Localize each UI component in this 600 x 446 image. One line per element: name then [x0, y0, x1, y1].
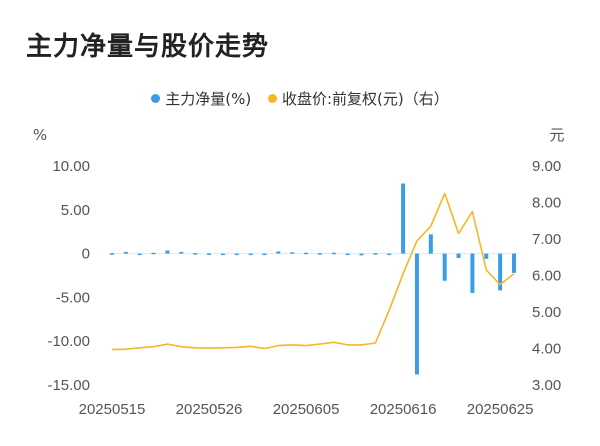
left-tick-label: 10.00: [52, 158, 90, 175]
bar-net-flow: [193, 253, 198, 255]
chart-title: 主力净量与股价走势: [26, 32, 270, 62]
legend-item-close-price[interactable]: 收盘价:前复权(元)（右）: [267, 88, 449, 109]
legend-item-net-flow[interactable]: 主力净量(%): [151, 88, 251, 109]
left-tick-label: -15.00: [47, 377, 90, 394]
bar-net-flow: [290, 252, 295, 254]
bar-net-flow: [137, 253, 142, 256]
bar-net-flow: [276, 251, 281, 254]
plot-area: % 元 10.00 5.00 0 -5.00 -10.00 -15.00 9.00 8.00 7.0…: [33, 126, 565, 418]
x-tick-label: 20250515: [79, 401, 146, 418]
left-tick-label: 0: [82, 246, 90, 263]
right-tick-label: 9.00: [532, 158, 561, 175]
bar-net-flow: [123, 251, 128, 254]
bar-net-flow: [387, 253, 392, 256]
bar-net-flow: [331, 252, 336, 255]
left-axis-unit: %: [33, 126, 47, 144]
x-tick-label: 20250605: [273, 401, 340, 418]
right-tick-label: 5.00: [532, 304, 561, 321]
x-tick-label: 20250526: [176, 401, 243, 418]
right-tick-label: 3.00: [532, 377, 561, 394]
right-tick-label: 7.00: [532, 231, 561, 248]
bar-net-flow: [304, 252, 309, 255]
right-axis-unit: 元: [549, 126, 564, 144]
price-line: [111, 192, 515, 351]
legend-label-close-price: 收盘价:前复权(元)（右）: [281, 90, 449, 108]
bar-net-flow: [498, 253, 503, 291]
legend-label-net-flow: 主力净量(%): [165, 90, 252, 108]
right-tick-label: 8.00: [532, 195, 561, 212]
bar-net-flow: [220, 253, 225, 256]
bar-net-flow: [512, 253, 516, 273]
bar-net-flow: [484, 253, 489, 259]
left-tick-label: 5.00: [61, 202, 90, 219]
x-tick-label: 20250616: [370, 401, 437, 418]
bar-net-flow: [442, 253, 447, 281]
bar-net-flow: [428, 234, 433, 254]
bar-net-flow: [151, 252, 156, 255]
bar-net-flow: [110, 253, 114, 255]
bar-net-flow: [262, 253, 267, 256]
bar-net-flow: [207, 253, 212, 255]
bar-net-flow: [345, 253, 350, 256]
bar-net-flow: [234, 253, 239, 256]
bar-net-flow: [373, 253, 378, 255]
bar-net-flow: [248, 253, 253, 256]
chart-legend: 主力净量(%) 收盘价:前复权(元)（右）: [0, 88, 600, 109]
bar-net-flow: [401, 183, 406, 254]
bar-net-flow: [165, 250, 170, 254]
right-tick-label: 4.00: [532, 341, 561, 358]
bar-net-flow: [359, 253, 364, 256]
left-tick-label: -5.00: [56, 289, 90, 306]
bar-net-flow: [470, 253, 475, 294]
legend-marker-net-flow: [151, 94, 161, 103]
bar-net-flow: [414, 253, 419, 375]
left-tick-label: -10.00: [47, 333, 90, 350]
bar-net-flow: [317, 253, 322, 255]
bar-net-flow: [456, 253, 461, 258]
x-tick-label: 20250625: [467, 401, 534, 418]
right-tick-label: 6.00: [532, 268, 561, 285]
legend-marker-close-price: [267, 94, 277, 103]
bar-net-flow: [179, 251, 184, 254]
